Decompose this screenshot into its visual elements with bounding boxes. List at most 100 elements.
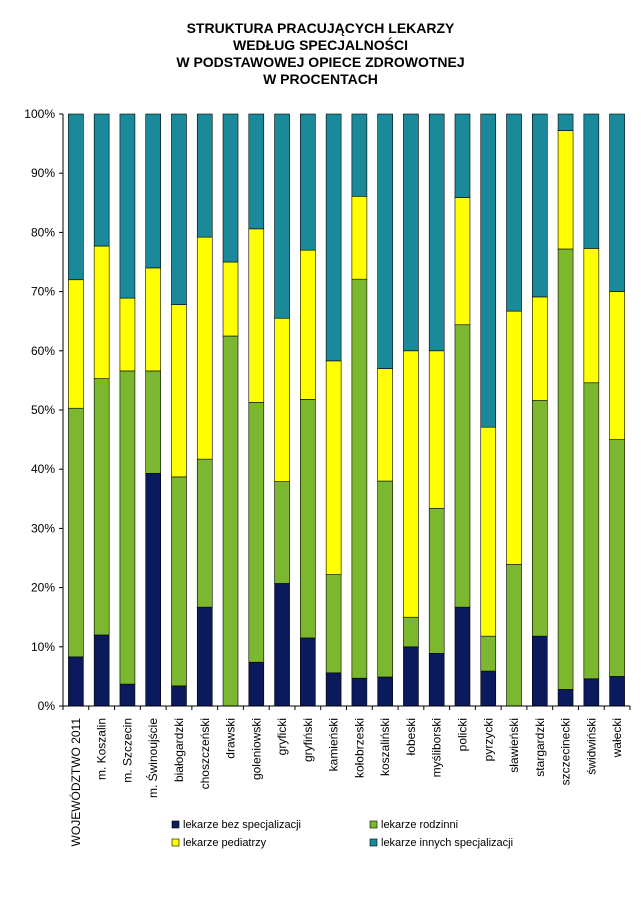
- bar-segment: [145, 473, 162, 707]
- bar-segment: [583, 113, 600, 249]
- chart-title: STRUKTURA PRACUJĄCYCH LEKARZY WEDŁUG SPEC…: [0, 20, 641, 88]
- bar-segment: [428, 507, 445, 654]
- bar-segment: [171, 304, 187, 478]
- bar-segment: [583, 248, 600, 384]
- bar-segment: [93, 634, 110, 707]
- y-tick-label: 10%: [31, 640, 55, 654]
- y-tick-label: 50%: [31, 403, 55, 417]
- bar-segment: [506, 564, 522, 707]
- bar-segment: [196, 606, 213, 707]
- x-category-labels: WOJEWÓDZTWO 2011 m. Koszalin m. Szczecin m.…: [68, 718, 624, 847]
- chart-title-line: STRUKTURA PRACUJĄCYCH LEKARZY: [186, 20, 455, 36]
- x-category-label: gryfiński: [301, 718, 315, 762]
- bar-segment: [300, 249, 316, 400]
- bar-segment: [145, 113, 162, 269]
- y-tick-label: 60%: [31, 344, 55, 358]
- bar-segment: [93, 113, 110, 247]
- x-category-label: łobeski: [404, 718, 418, 755]
- bar-segment: [68, 656, 84, 707]
- x-category-label: m. Szczecin: [120, 718, 134, 783]
- bar-segment: [583, 678, 600, 707]
- bar-segment: [609, 439, 625, 677]
- bar-segment: [248, 228, 265, 403]
- legend-swatch: [369, 820, 378, 829]
- bar-segment: [454, 197, 471, 326]
- x-category-label: świdwiński: [584, 718, 598, 775]
- bar-segment: [480, 670, 497, 707]
- bar-segment: [274, 481, 290, 584]
- bar-segment: [119, 297, 136, 372]
- bar-segment: [325, 113, 342, 362]
- bar-segment: [557, 689, 574, 707]
- bar-segment: [377, 676, 393, 707]
- x-category-label: goleniowski: [249, 718, 263, 780]
- bar-segment: [68, 113, 84, 281]
- x-category-label: choszczeński: [198, 718, 212, 789]
- bar-segment: [454, 113, 471, 198]
- bar-segment: [222, 261, 239, 337]
- bar-segment: [351, 195, 368, 280]
- bar-segment: [93, 378, 110, 636]
- bar-segment: [351, 113, 368, 197]
- bar-segment: [531, 296, 548, 401]
- bar-segment: [557, 113, 574, 131]
- bar-segment: [171, 685, 187, 707]
- bar-segment: [403, 646, 419, 707]
- bar-segment: [557, 248, 574, 690]
- bar-segment: [222, 335, 239, 707]
- bar-segment: [506, 113, 522, 312]
- x-category-label: myśliborski: [430, 718, 444, 777]
- legend-label: lekarze rodzinni: [381, 819, 458, 831]
- legend: lekarze bez specjalizacji lekarze rodzinn…: [171, 819, 513, 849]
- bar-segment: [454, 606, 471, 707]
- legend-label: lekarze innych specjalizacji: [381, 837, 513, 849]
- bar-segment: [351, 278, 368, 679]
- chart-title-line: W PROCENTACH: [263, 71, 378, 87]
- x-category-label: gryficki: [275, 718, 289, 755]
- x-category-label: m. Świnoujście: [145, 718, 160, 798]
- x-category-label: kamieński: [327, 718, 341, 771]
- bar-segment: [222, 113, 239, 263]
- bar-segment: [93, 245, 110, 379]
- bar-segment: [196, 236, 213, 460]
- bar-segment: [248, 402, 265, 663]
- legend-swatch: [171, 820, 180, 829]
- y-tick-label: 90%: [31, 166, 55, 180]
- bar-segment: [583, 382, 600, 680]
- bar-segment: [351, 677, 368, 707]
- bar-segment: [403, 616, 419, 648]
- x-category-label: koszaliński: [378, 718, 392, 776]
- bar-segment: [171, 113, 187, 305]
- y-tick-label: 0%: [38, 699, 56, 713]
- x-category-label: drawski: [224, 718, 238, 759]
- bar-segment: [531, 400, 548, 637]
- legend-swatch: [171, 838, 180, 847]
- bar-segment: [531, 113, 548, 298]
- bar-segment: [145, 370, 162, 474]
- bar-segment: [119, 370, 136, 685]
- bar-segment: [454, 324, 471, 608]
- bar-segment: [196, 458, 213, 608]
- chart-title-line: WEDŁUG SPECJALNOŚCI: [232, 37, 408, 53]
- bar-segment: [274, 317, 290, 482]
- bar-segment: [68, 279, 84, 409]
- legend-swatch: [369, 838, 378, 847]
- x-category-label: szczecinecki: [559, 718, 573, 785]
- y-tick-label: 20%: [31, 581, 55, 595]
- y-tick-label: 80%: [31, 225, 55, 239]
- bar-segment: [119, 113, 136, 299]
- bar-segment: [248, 113, 265, 230]
- bar-segment: [171, 476, 187, 687]
- bar-segment: [119, 683, 136, 707]
- bar-segment: [300, 399, 316, 639]
- bar-segment: [609, 291, 625, 440]
- bar-segment: [609, 113, 625, 292]
- bar-segment: [480, 113, 497, 428]
- bar-segment: [480, 635, 497, 672]
- bar-segment: [506, 310, 522, 565]
- x-category-label: wałecki: [610, 718, 624, 758]
- y-tick-labels: 0% 10% 20% 30% 40% 50% 60% 70% 80% 90% 100%: [24, 107, 55, 713]
- bar-segment: [196, 113, 213, 238]
- legend-label: lekarze bez specjalizacji: [183, 819, 301, 831]
